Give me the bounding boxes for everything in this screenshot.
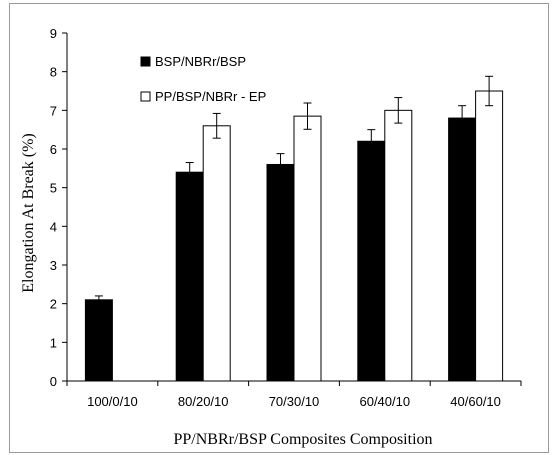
- x-axis-title: PP/NBRr/BSP Composites Composition: [173, 431, 432, 448]
- error-bars: [94, 75, 494, 305]
- x-tick-label: 80/20/10: [178, 394, 229, 409]
- y-tick-label: 0: [50, 374, 57, 389]
- y-tick-label: 4: [50, 219, 57, 234]
- y-tick-label: 6: [50, 142, 57, 157]
- x-tick-label: 100/0/10: [87, 394, 138, 409]
- legend: BSP/NBRr/BSP PP/BSP/NBRr - EP: [140, 54, 266, 104]
- bars: [84, 90, 504, 382]
- bar-series-2: [384, 109, 413, 382]
- legend-label-series-2: PP/BSP/NBRr - EP: [155, 89, 266, 104]
- bar-series-2: [293, 115, 322, 382]
- legend-label-series-1: BSP/NBRr/BSP: [155, 54, 246, 69]
- ticks: 0 1 2 3 4 5 6 7 8 9 100/0/10 80/20/10 70/30/10 60/40/…: [50, 26, 522, 409]
- legend-swatch-series-2: [140, 91, 151, 102]
- bar-series-1: [448, 117, 477, 382]
- y-tick-label: 7: [50, 103, 57, 118]
- bar-series-2: [475, 90, 504, 382]
- bar-series-1: [266, 163, 295, 382]
- y-tick-label: 3: [50, 258, 57, 273]
- bar-series-1: [175, 171, 204, 382]
- x-tick-label: 60/40/10: [359, 394, 410, 409]
- x-tick-label: 40/60/10: [450, 394, 501, 409]
- legend-swatch-series-1: [140, 56, 151, 67]
- bar-series-2: [202, 125, 231, 382]
- y-tick-label: 5: [50, 181, 57, 196]
- y-axis-title: Elongation At Break (%): [20, 133, 37, 293]
- y-tick-label: 9: [50, 26, 57, 41]
- y-tick-label: 8: [50, 65, 57, 80]
- bar-series-1: [357, 140, 386, 382]
- bar-series-1: [84, 299, 113, 382]
- y-tick-label: 1: [50, 335, 57, 350]
- x-tick-label: 70/30/10: [269, 394, 320, 409]
- y-tick-label: 2: [50, 297, 57, 312]
